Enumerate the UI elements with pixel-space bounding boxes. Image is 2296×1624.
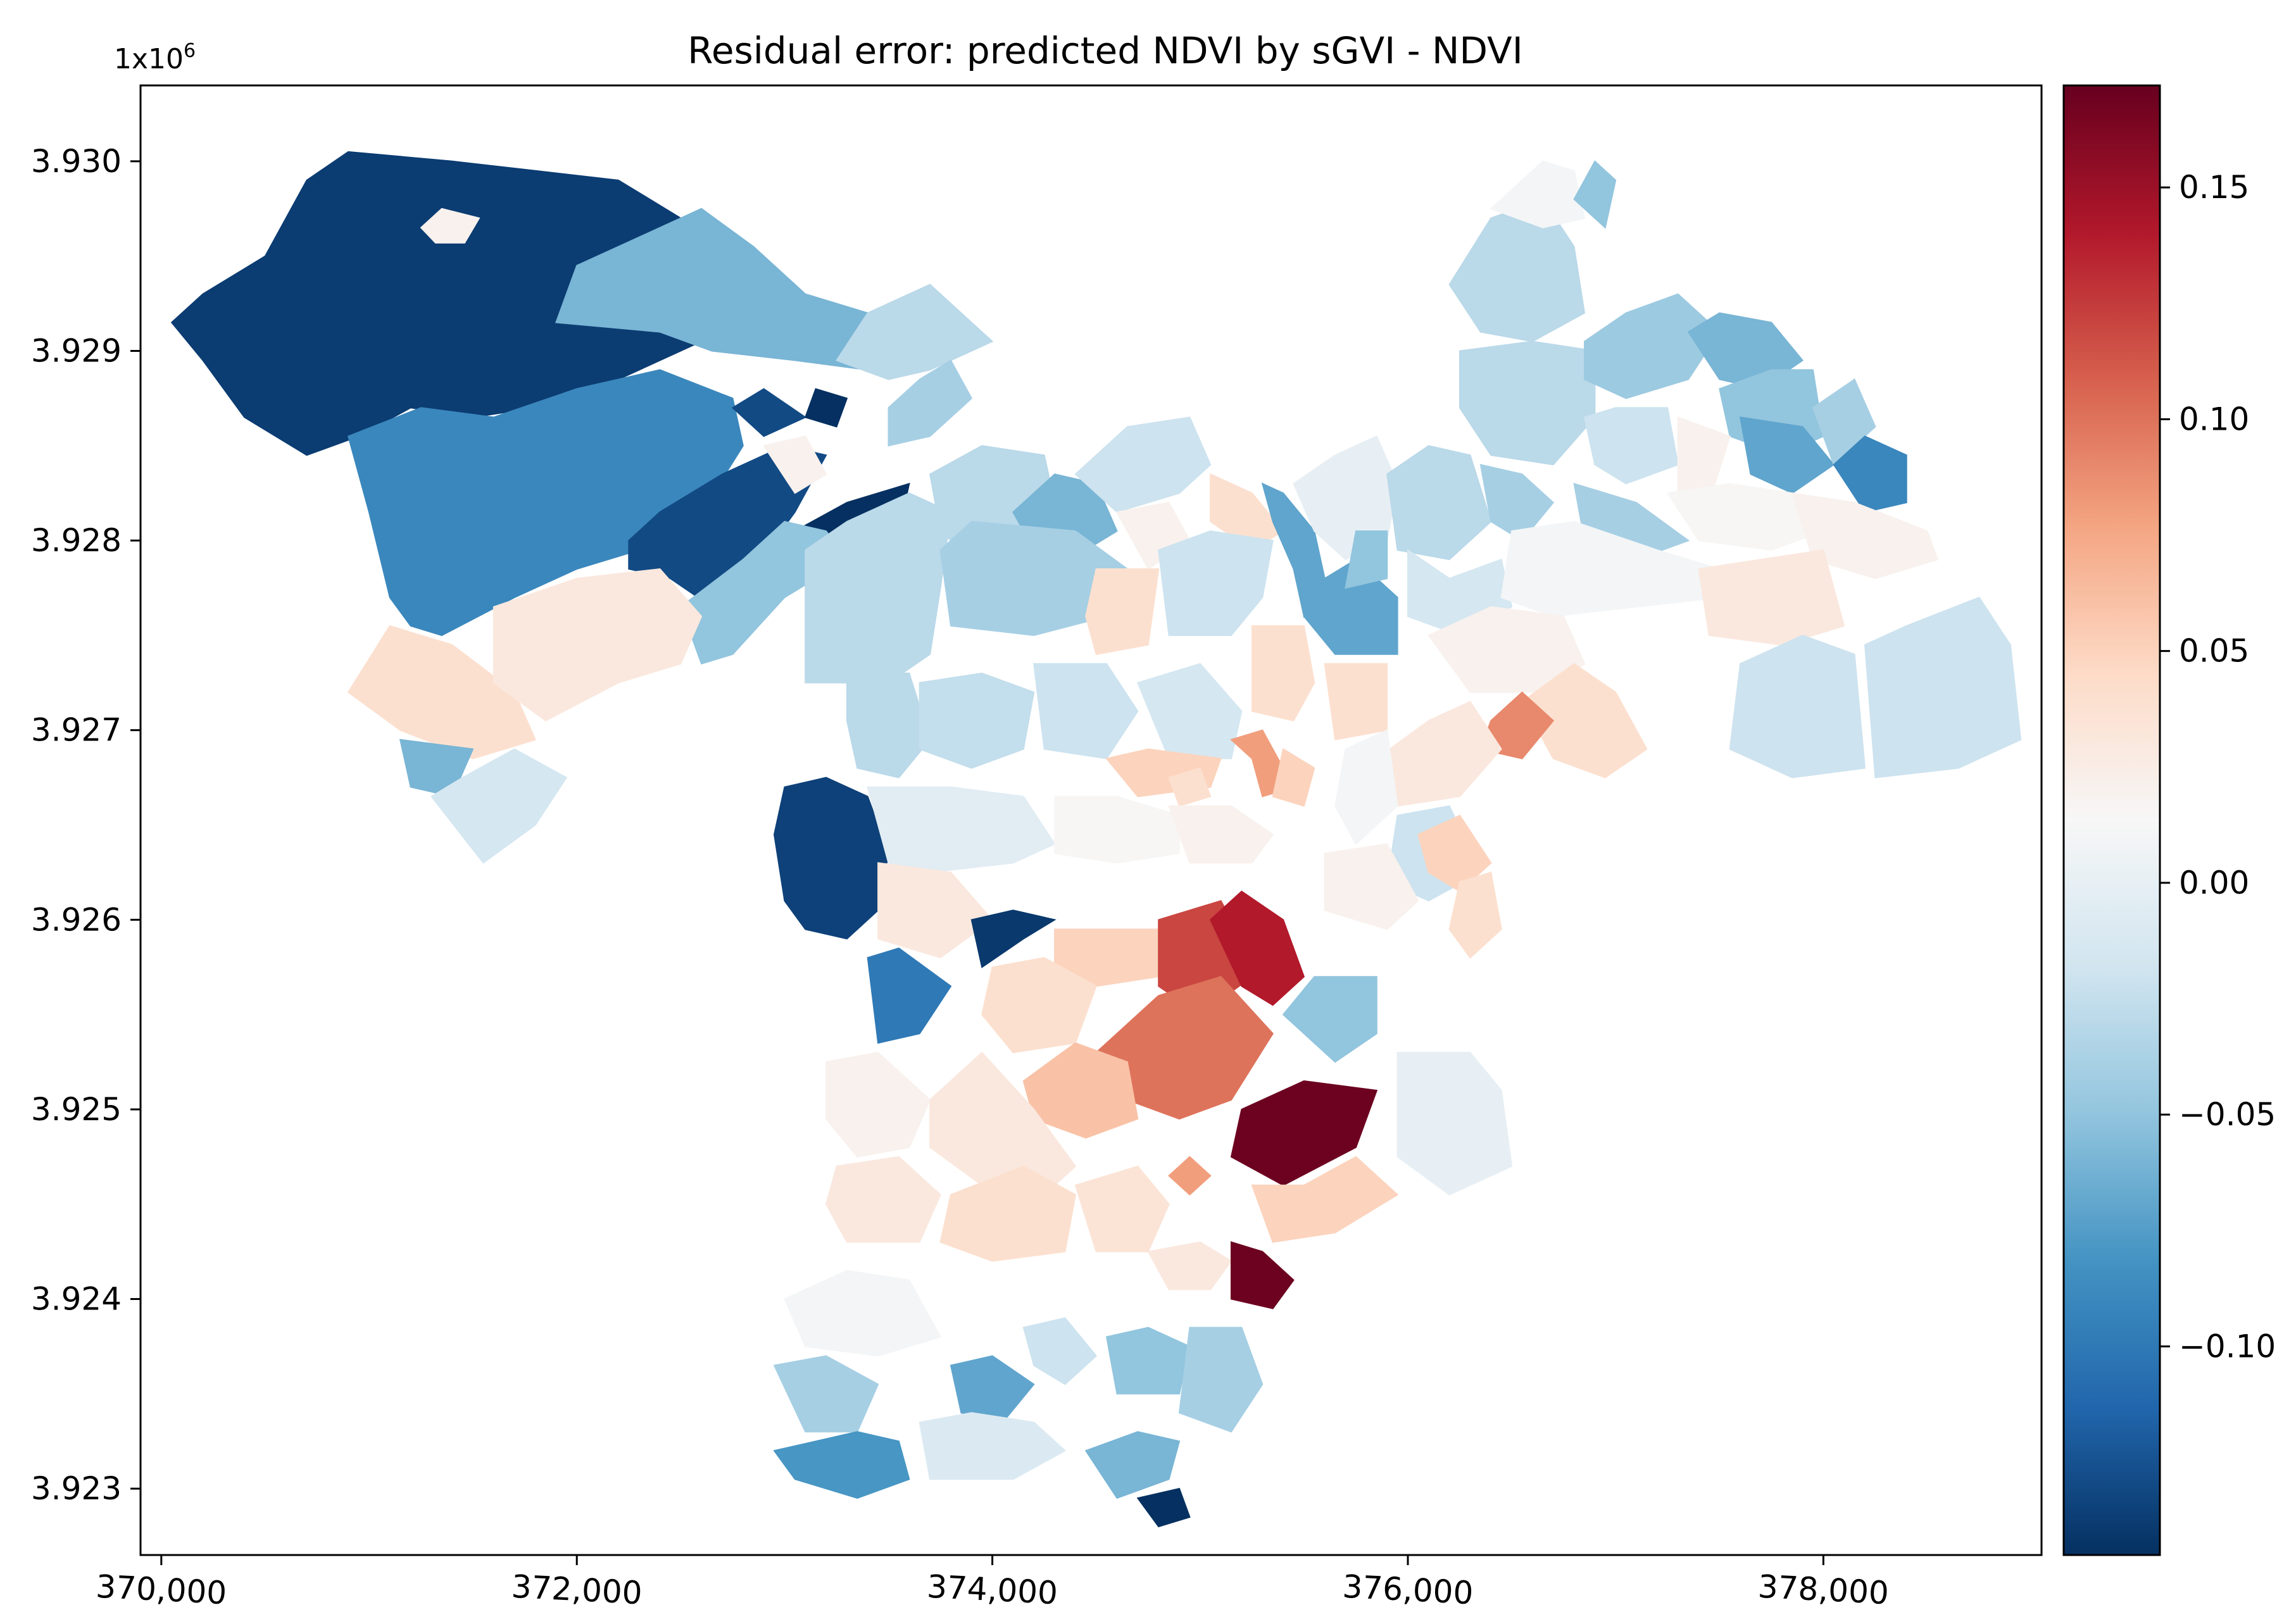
map-region-71 — [773, 777, 889, 940]
map-region-90 — [825, 1051, 931, 1158]
map-region-9 — [804, 388, 848, 428]
colorbar-tick-label: 0.05 — [2179, 633, 2249, 670]
colorbar-tick-label: −0.10 — [2179, 1328, 2276, 1365]
map-region-61 — [1448, 871, 1502, 959]
x-tick-label: 376,000 — [1341, 1568, 1474, 1612]
y-tick-label: 3.923 — [31, 1470, 122, 1507]
map-region-65 — [1033, 663, 1139, 759]
map-region-73 — [1054, 796, 1180, 864]
x-axis: 370,000 372,000 374,000 376,000 378,000 — [95, 1555, 1890, 1611]
colorbar — [2062, 84, 2161, 1556]
map-region-30 — [1251, 625, 1315, 721]
y-tick-label: 3.928 — [31, 522, 122, 559]
map-region-87 — [1251, 1156, 1399, 1243]
x-tick-label: 374,000 — [926, 1568, 1059, 1612]
map-region-72 — [867, 786, 1056, 873]
map-region-7 — [762, 435, 827, 494]
map-region-88 — [1168, 1156, 1212, 1196]
map-region-75 — [877, 862, 994, 959]
y-axis: 3.923 3.924 3.925 3.926 3.927 3.928 3.929 3.930 — [31, 143, 141, 1507]
map-region-81 — [1209, 890, 1305, 1006]
x-tick-label: 378,000 — [1757, 1568, 1890, 1612]
map-region-29 — [1345, 530, 1388, 589]
x-tick-label: 370,000 — [95, 1568, 228, 1612]
map-region-74 — [1168, 805, 1274, 864]
map-region-62 — [1324, 843, 1419, 930]
map-region-84 — [1282, 976, 1377, 1063]
y-offset-base: 1x10 — [114, 43, 184, 75]
colorbar-tick-label: 0.15 — [2179, 169, 2249, 206]
y-offset-label: 1x106 — [114, 40, 196, 75]
map-region-77 — [867, 947, 952, 1044]
map-region-68 — [1168, 767, 1212, 807]
map-region-55 — [1521, 663, 1648, 778]
map-region-103 — [1178, 1327, 1264, 1433]
map-region-35 — [1448, 198, 1586, 342]
colorbar-tick-label: 0.10 — [2179, 401, 2249, 437]
map-region-11 — [835, 284, 994, 380]
map-region-28 — [1303, 558, 1398, 655]
map-region-42 — [1739, 416, 1835, 494]
map-region-66 — [1136, 663, 1243, 759]
x-tick-label: 372,000 — [510, 1568, 643, 1612]
map-region-101 — [919, 1412, 1067, 1480]
map-region-100 — [1022, 1317, 1098, 1385]
map-region-63 — [846, 672, 931, 778]
map-region-43 — [1812, 378, 1876, 466]
map-region-17 — [805, 492, 952, 684]
y-tick-label: 3.927 — [31, 712, 122, 749]
map-region-76 — [970, 909, 1057, 968]
map-region-98 — [773, 1431, 910, 1499]
map-region-93 — [1074, 1165, 1170, 1252]
map-region-31 — [1324, 663, 1388, 740]
y-tick-label: 3.929 — [31, 332, 122, 369]
map-region-94 — [1147, 1241, 1233, 1290]
map-region-58 — [1334, 729, 1398, 846]
map-region-54 — [1427, 606, 1586, 693]
map-region-53 — [1864, 596, 2022, 778]
map-region-51 — [1698, 549, 1845, 646]
map-region-91 — [825, 1156, 941, 1243]
map-region-14 — [492, 568, 703, 721]
map-region-97 — [773, 1355, 879, 1433]
map-region-38 — [1459, 340, 1596, 466]
map-region-92 — [939, 1165, 1077, 1262]
map-region-95 — [1231, 1241, 1295, 1309]
map-region-105 — [1136, 1487, 1191, 1528]
map-region-25 — [1158, 530, 1274, 636]
map-region-12 — [888, 359, 973, 447]
y-tick-label: 3.924 — [31, 1281, 122, 1318]
colorbar-ticks: −0.10 −0.05 0.00 0.05 0.10 0.15 — [2160, 169, 2276, 1365]
map-region-70 — [1272, 748, 1315, 807]
map-region-104 — [1084, 1431, 1181, 1499]
chart-title: Residual error: predicted NDVI by sGVI -… — [687, 29, 1523, 72]
y-tick-label: 3.926 — [31, 901, 122, 938]
y-tick-label: 3.925 — [31, 1091, 122, 1128]
map-regions — [170, 151, 2022, 1528]
colorbar-tick-label: −0.05 — [2179, 1096, 2276, 1133]
colorbar-tick-label: 0.00 — [2179, 865, 2249, 901]
map-region-23 — [1085, 568, 1160, 655]
map-region-99 — [950, 1355, 1035, 1423]
map-region-37 — [1573, 160, 1617, 229]
y-offset-exponent: 6 — [184, 40, 196, 62]
map-region-64 — [919, 672, 1035, 769]
map-region-16 — [430, 748, 568, 864]
plot-frame — [139, 84, 2043, 1556]
map-region-34 — [1479, 463, 1555, 542]
map-region-96 — [784, 1270, 942, 1357]
map-region-86 — [1230, 1080, 1378, 1186]
map-region-13 — [347, 625, 536, 759]
map-region-2 — [420, 208, 480, 244]
y-tick-label: 3.930 — [31, 143, 122, 180]
map-region-82 — [1095, 976, 1274, 1120]
map-region-85 — [1396, 1052, 1513, 1196]
map-region-52 — [1729, 634, 1866, 778]
